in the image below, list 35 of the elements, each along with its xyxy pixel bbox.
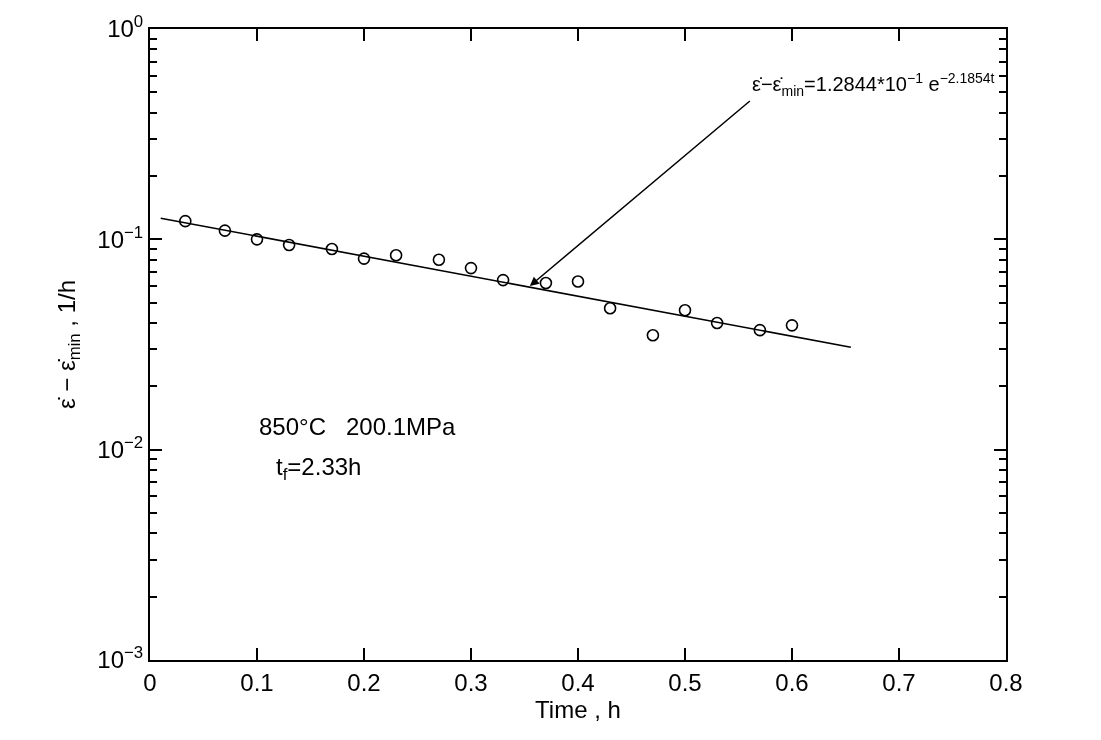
point: [678, 303, 692, 317]
point: [464, 261, 478, 275]
point: [282, 238, 296, 252]
point: [432, 253, 446, 267]
y-tick-label: 10$^{−1}$: [97, 222, 144, 253]
x-tick-label: 0.2: [347, 668, 381, 696]
x-tick-label: 0.5: [668, 668, 702, 696]
point: [389, 248, 403, 262]
point: [539, 276, 553, 290]
point: [646, 328, 660, 342]
point: [218, 224, 232, 237]
annotation: ε̇−ε̇$_{min}$=1.2844*10$^{−1}$ e$^{−2.1854t}$: [752, 70, 995, 99]
x-tick-label: 0: [143, 668, 157, 696]
y-tick-label: 10$^{0}$: [107, 12, 144, 43]
point: [785, 319, 799, 332]
point: [179, 214, 192, 228]
x-tick-label: 0.7: [882, 668, 916, 696]
point: [710, 316, 724, 330]
point: [325, 242, 339, 256]
point: [753, 323, 767, 337]
x-tick-label: 0.3: [454, 668, 488, 696]
x-tick-label: 0.8: [989, 668, 1023, 696]
point: [603, 302, 617, 315]
y-tick-label: 10$^{−3}$: [97, 643, 144, 674]
x-axis-title: Time , h: [535, 695, 621, 723]
x-tick-label: 0.4: [561, 668, 595, 696]
x-tick-label: 0.1: [240, 668, 274, 696]
x-tick-label: 0.6: [775, 668, 809, 696]
annotation: t$_{f}$=2.33h: [276, 453, 362, 485]
point: [250, 233, 264, 246]
y-tick-label: 10$^{−2}$: [97, 432, 144, 464]
annotation: 850°C 200.1MPa: [259, 413, 457, 440]
point: [496, 273, 510, 287]
point: [571, 275, 585, 288]
point: [357, 252, 371, 265]
